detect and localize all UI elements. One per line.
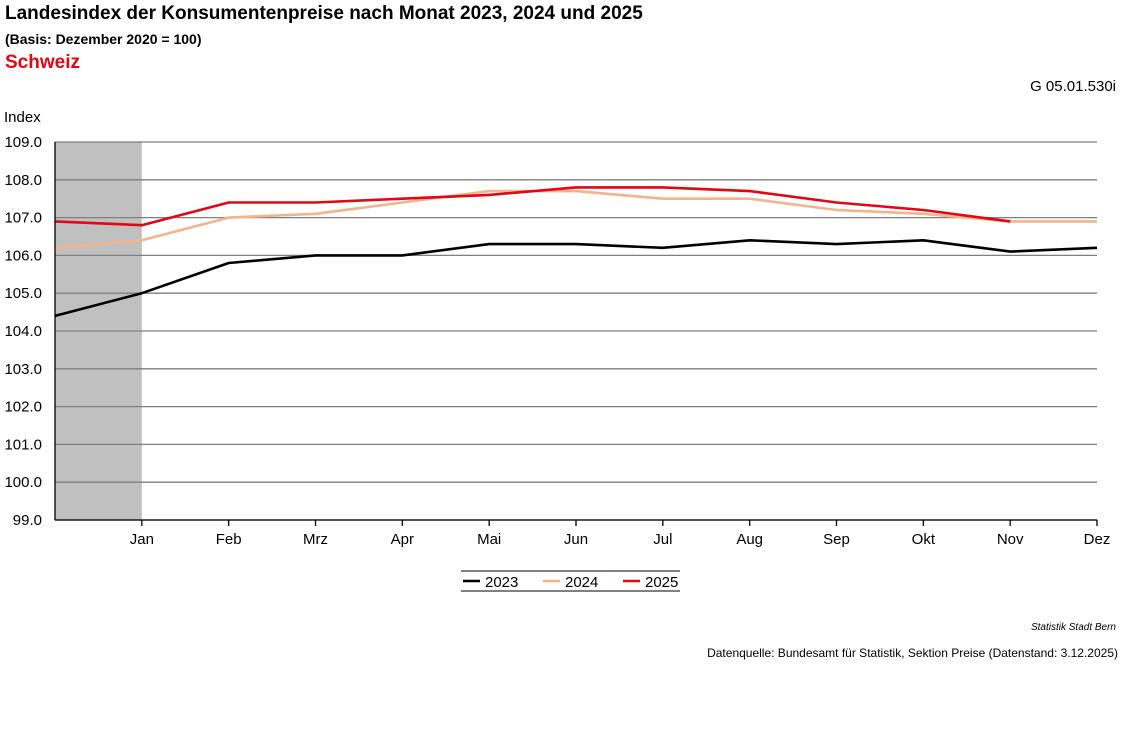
- x-tick-label: Feb: [216, 531, 242, 548]
- y-tick-label: 102.0: [4, 399, 42, 416]
- chart-subtitle: (Basis: Dezember 2020 = 100): [5, 31, 202, 47]
- region-label: Schweiz: [5, 52, 80, 73]
- y-tick-label: 99.0: [13, 512, 42, 529]
- x-tick-label: Sep: [823, 531, 850, 548]
- publisher-label: Statistik Stadt Bern: [1030, 622, 1116, 633]
- x-tick-label: Nov: [997, 531, 1024, 548]
- data-source: Datenquelle: Bundesamt für Statistik, Se…: [707, 646, 1118, 660]
- x-tick-label: Mai: [477, 531, 501, 548]
- y-axis-label: Index: [4, 109, 41, 126]
- x-tick-label: Apr: [391, 531, 414, 548]
- y-tick-label: 106.0: [4, 247, 42, 264]
- legend-label-2023: 2023: [485, 574, 518, 591]
- legend-label-2025: 2025: [645, 574, 678, 591]
- chart-title: Landesindex der Konsumentenpreise nach M…: [5, 3, 643, 24]
- x-tick-label: Dez: [1084, 531, 1111, 548]
- x-tick-label: Okt: [912, 531, 936, 548]
- x-tick-label: Aug: [736, 531, 763, 548]
- series-line-2023: [54, 239, 1098, 318]
- y-tick-label: 100.0: [4, 474, 42, 491]
- y-tick-label: 104.0: [4, 323, 42, 340]
- x-tick-label: Jan: [130, 531, 154, 548]
- series-line-2024: [54, 189, 1097, 250]
- y-tick-label: 101.0: [4, 436, 42, 453]
- y-tick-label: 103.0: [4, 361, 42, 378]
- legend-label-2024: 2024: [565, 574, 598, 591]
- x-tick-label: Jun: [564, 531, 588, 548]
- y-tick-label: 109.0: [4, 134, 42, 151]
- series-line-2025: [54, 186, 1011, 227]
- chart-code: G 05.01.530i: [1030, 78, 1116, 95]
- x-tick-label: Jul: [653, 531, 672, 548]
- y-tick-label: 107.0: [4, 210, 42, 227]
- x-tick-label: Mrz: [303, 531, 328, 548]
- y-tick-label: 108.0: [4, 172, 42, 189]
- y-tick-label: 105.0: [4, 285, 42, 302]
